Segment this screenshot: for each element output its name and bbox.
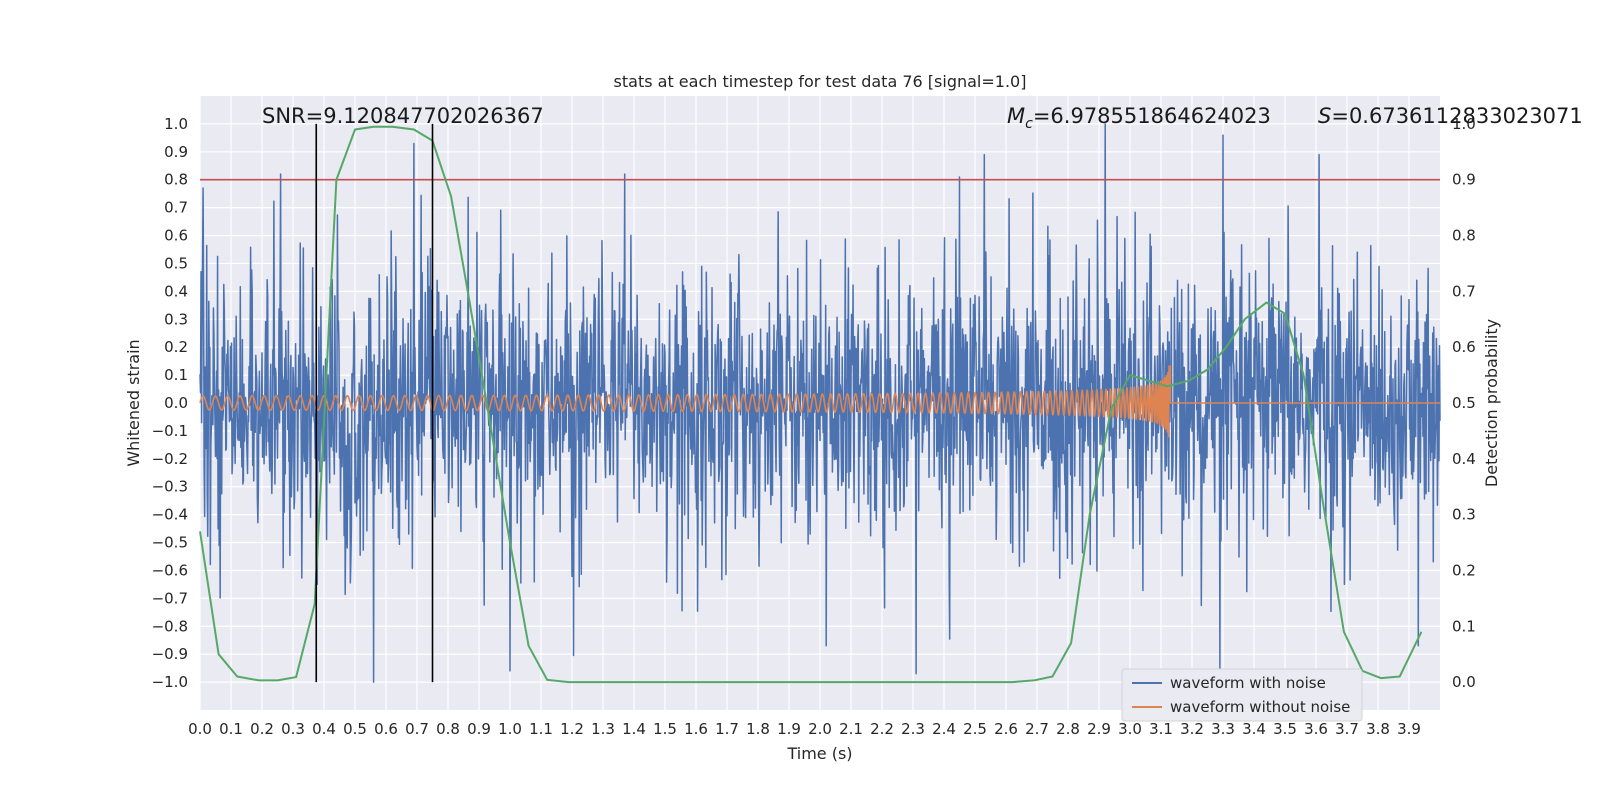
y-tick-label-7: 0.3: [164, 310, 188, 328]
x-tick-label-14: 1.4: [622, 720, 646, 738]
y-axis-label-right: Detection probability: [1482, 319, 1501, 487]
x-tick-label-13: 1.3: [591, 720, 615, 738]
y-tick-label-3: 0.7: [164, 199, 188, 217]
x-tick-label-31: 3.1: [1149, 720, 1173, 738]
series-detection-probability: [199, 125, 1440, 684]
y-right-tick-label-10: 0.0: [1452, 673, 1476, 691]
x-tick-label-6: 0.6: [374, 720, 398, 738]
x-tick-label-34: 3.4: [1242, 720, 1266, 738]
noise-trace: [199, 123, 1441, 683]
annotation-s: S=0.6736112833023071: [1318, 104, 1583, 128]
x-tick-label-27: 2.7: [1025, 720, 1049, 738]
x-tick-label-37: 3.7: [1335, 720, 1359, 738]
y-tick-label-18: −0.8: [152, 617, 188, 635]
y-tick-label-8: 0.2: [164, 338, 188, 356]
y-right-tick-label-5: 0.5: [1452, 394, 1476, 412]
y-tick-label-12: −0.2: [152, 450, 188, 468]
y-tick-label-4: 0.6: [164, 227, 188, 245]
x-tick-label-23: 2.3: [901, 720, 925, 738]
y-right-tick-label-9: 0.1: [1452, 617, 1476, 635]
chirp-trace: [199, 365, 1440, 438]
y-right-tick-label-2: 0.8: [1452, 227, 1476, 245]
legend-label-noise: waveform with noise: [1170, 674, 1326, 692]
annotation-snr: SNR=9.120847702026367: [262, 104, 544, 128]
x-tick-label-35: 3.5: [1273, 720, 1297, 738]
y-tick-label-0: 1.0: [164, 115, 188, 133]
x-tick-label-15: 1.5: [653, 720, 677, 738]
x-tick-label-38: 3.8: [1366, 720, 1390, 738]
x-tick-label-20: 2.0: [808, 720, 832, 738]
x-tick-label-3: 0.3: [281, 720, 305, 738]
probability-trace: [199, 125, 1423, 684]
y-tick-label-20: −1.0: [152, 673, 188, 691]
y-right-tick-label-8: 0.2: [1452, 561, 1476, 579]
annotation-mc-value: =6.978551864624023: [1033, 104, 1271, 128]
y-right-tick-label-0: 1.0: [1452, 115, 1476, 133]
annotation-s-value: =0.6736112833023071: [1331, 104, 1582, 128]
y-right-tick-label-3: 0.7: [1452, 282, 1476, 300]
y-right-tick-label-7: 0.3: [1452, 506, 1476, 524]
x-tick-label-29: 2.9: [1087, 720, 1111, 738]
x-tick-label-33: 3.3: [1211, 720, 1235, 738]
y-tick-label-11: −0.1: [152, 422, 188, 440]
y-tick-label-14: −0.4: [152, 506, 188, 524]
annotation-s-symbol: S: [1318, 104, 1331, 128]
x-tick-label-32: 3.2: [1180, 720, 1204, 738]
vertical-markers: [315, 123, 434, 683]
y-right-tick-label-4: 0.6: [1452, 338, 1476, 356]
y-tick-label-13: −0.3: [152, 478, 188, 496]
chart-title: stats at each timestep for test data 76 …: [614, 72, 1027, 91]
x-tick-label-8: 0.8: [436, 720, 460, 738]
x-tick-label-24: 2.4: [932, 720, 956, 738]
x-tick-label-0: 0.0: [188, 720, 212, 738]
series-waveform-without-noise: [199, 365, 1440, 438]
y-tick-label-9: 0.1: [164, 366, 188, 384]
x-tick-label-30: 3.0: [1118, 720, 1142, 738]
axis-ticks: 0.0 0.1 0.2 0.3 0.4 0.5 0.6 0.7 0.8 0.9 1.0 1.1 1.2 1…: [152, 115, 1476, 738]
x-tick-label-1: 0.1: [219, 720, 243, 738]
legend-box: [1121, 668, 1363, 722]
legend: waveform with noise waveform without noi…: [1121, 668, 1363, 722]
y-right-tick-label-6: 0.4: [1452, 450, 1476, 468]
annotation-mc-subscript: c: [1025, 116, 1033, 132]
y-tick-label-5: 0.5: [164, 254, 188, 272]
x-tick-label-17: 1.7: [715, 720, 739, 738]
x-tick-label-12: 1.2: [560, 720, 584, 738]
y-tick-label-16: −0.6: [152, 561, 188, 579]
y-right-tick-label-1: 0.9: [1452, 171, 1476, 189]
x-tick-label-39: 3.9: [1397, 720, 1421, 738]
x-tick-label-2: 0.2: [250, 720, 274, 738]
x-tick-label-26: 2.6: [994, 720, 1018, 738]
y-tick-label-1: 0.9: [164, 143, 188, 161]
y-tick-label-17: −0.7: [152, 589, 188, 607]
y-axis-label-left: Whitened strain: [124, 339, 143, 466]
x-tick-label-22: 2.2: [870, 720, 894, 738]
x-tick-label-7: 0.7: [405, 720, 429, 738]
x-tick-label-16: 1.6: [684, 720, 708, 738]
x-tick-label-5: 0.5: [343, 720, 367, 738]
y-tick-label-19: −0.9: [152, 645, 188, 663]
x-tick-label-4: 0.4: [312, 720, 336, 738]
annotation-mc-symbol: M: [1007, 104, 1025, 128]
y-tick-label-15: −0.5: [152, 534, 188, 552]
y-tick-label-10: 0.0: [164, 394, 188, 412]
x-tick-label-9: 0.9: [467, 720, 491, 738]
x-tick-label-11: 1.1: [529, 720, 553, 738]
series-waveform-with-noise: [199, 123, 1441, 683]
x-tick-label-21: 2.1: [839, 720, 863, 738]
annotation-mc: Mc=6.978551864624023: [1007, 104, 1271, 132]
legend-label-clean: waveform without noise: [1170, 698, 1350, 716]
x-tick-label-19: 1.9: [777, 720, 801, 738]
x-tick-label-36: 3.6: [1304, 720, 1328, 738]
x-tick-label-25: 2.5: [963, 720, 987, 738]
x-axis-label: Time (s): [786, 744, 852, 763]
y-tick-label-2: 0.8: [164, 171, 188, 189]
y-tick-label-6: 0.4: [164, 282, 188, 300]
x-tick-label-18: 1.8: [746, 720, 770, 738]
x-tick-label-28: 2.8: [1056, 720, 1080, 738]
x-tick-label-10: 1.0: [498, 720, 522, 738]
